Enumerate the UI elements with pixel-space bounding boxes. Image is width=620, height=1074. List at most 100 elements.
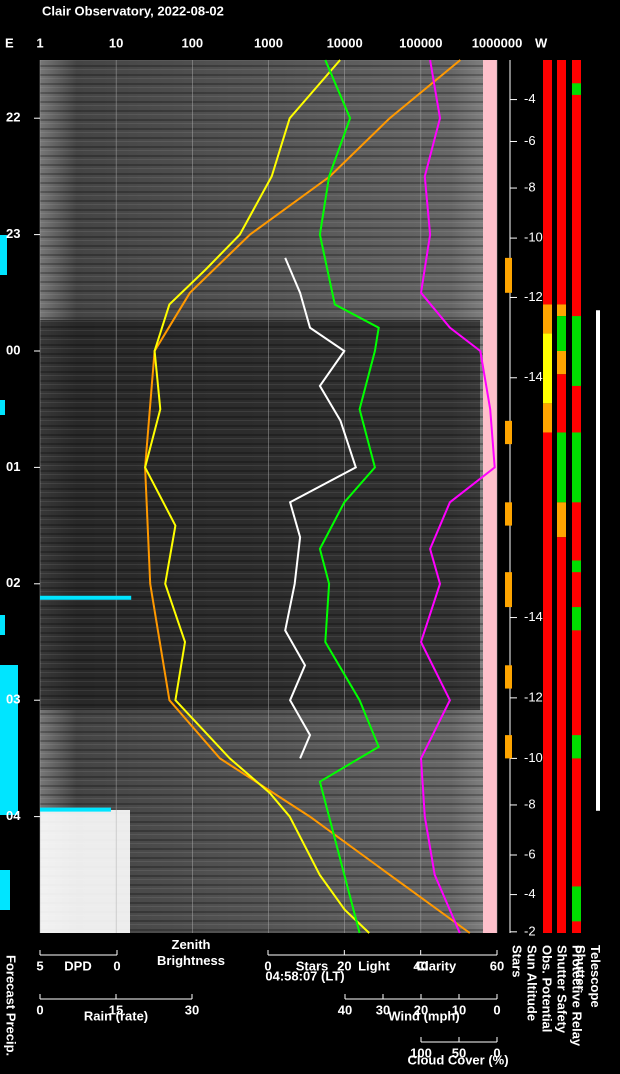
y-tick-label: 01	[6, 459, 20, 474]
status-segment	[572, 735, 581, 759]
forecast-precip	[0, 615, 5, 635]
sun-tick-label: -8	[524, 796, 536, 811]
status-segment	[557, 304, 566, 317]
forecast-precip	[0, 665, 18, 815]
status-segment	[557, 351, 566, 375]
status-segment	[572, 560, 581, 573]
status-segment	[505, 572, 512, 608]
zenith-label-line: Zenith	[172, 937, 211, 952]
scale-label: Clarity	[416, 958, 457, 973]
status-segment	[572, 886, 581, 922]
status-segment	[557, 60, 566, 305]
sun-tick-label: -4	[524, 886, 536, 901]
rain-bar	[40, 595, 132, 600]
forecast-precip	[0, 235, 7, 275]
scale-tick-label: 0	[493, 1045, 500, 1060]
status-segment	[557, 316, 566, 351]
pink-edge	[483, 60, 497, 933]
sun-tick-label: -10	[524, 750, 543, 765]
column-label: Shutter Safety	[555, 945, 570, 1034]
column-label-line: Telescope	[588, 945, 603, 1008]
series-line	[284, 257, 358, 759]
series-line	[144, 59, 370, 934]
y-tick-label: 03	[6, 692, 20, 707]
scale-label: Light	[358, 958, 390, 973]
status-segment	[543, 403, 552, 433]
status-segment	[557, 432, 566, 503]
status-segment	[543, 304, 552, 334]
forecast-precip	[0, 870, 10, 910]
sun-tick-label: -14	[524, 369, 543, 384]
chart-title: Clair Observatory, 2022-08-02	[42, 3, 224, 18]
sun-tick-label: -8	[524, 179, 536, 194]
dpd-label: DPD	[64, 958, 91, 973]
zenith-label: Zenith Brightness	[157, 937, 225, 968]
scale-tick-label: 0	[264, 958, 271, 973]
status-segment	[543, 333, 552, 404]
column-label: Protective Relay	[570, 945, 585, 1047]
status-segment	[505, 257, 512, 293]
scale-tick-label: 30	[185, 1002, 199, 1017]
status-segment	[572, 432, 581, 503]
sun-tick-label: -12	[524, 289, 543, 304]
status-segment	[505, 420, 512, 445]
column-label: Sun Altitude	[525, 945, 540, 1021]
rain-bar	[40, 807, 111, 812]
y-tick-label: 22	[6, 110, 20, 125]
scale-tick-label: 100	[410, 1045, 432, 1060]
status-segment	[572, 607, 581, 631]
column-label-line: Shutter	[573, 945, 588, 991]
scale-label: Stars	[296, 958, 329, 973]
scale-tick-label: 0	[493, 1002, 500, 1017]
glare	[40, 810, 130, 933]
scale-tick-label: 0	[113, 958, 120, 973]
status-segment	[543, 432, 552, 933]
status-segment	[557, 374, 566, 433]
x-tick-label: 1000000	[472, 35, 523, 50]
x-tick-label: 100	[181, 35, 203, 50]
status-segment	[572, 83, 581, 95]
rain-label: Rain (rate)	[84, 1008, 148, 1023]
scale-tick-label: 40	[413, 958, 427, 973]
y-tick-label: 04	[6, 808, 21, 823]
series-line	[419, 59, 496, 934]
series-line	[318, 59, 380, 934]
time-label: 04:58:07 (LT)	[265, 968, 344, 983]
scale-tick-label: 40	[338, 1002, 352, 1017]
column-label: Obs. Potential	[540, 945, 555, 1032]
status-segment	[596, 310, 600, 811]
y-tick-label: 02	[6, 575, 20, 590]
west-label: W	[535, 35, 548, 50]
scale-tick-label: 20	[337, 958, 351, 973]
status-segment	[572, 316, 581, 386]
east-label: E	[5, 35, 14, 50]
sun-tick-label: -4	[524, 91, 536, 106]
x-tick-label: 10	[109, 35, 123, 50]
sun-tick-label: -2	[524, 923, 536, 938]
status-segment	[505, 502, 512, 526]
forecast-label: Forecast Precip.	[4, 955, 19, 1056]
cloud-label: Cloud Cover (%)	[407, 1052, 508, 1067]
scale-tick-label: 15	[109, 1002, 123, 1017]
sun-tick-label: -10	[524, 230, 543, 245]
status-segment	[505, 665, 512, 689]
scale-tick-label: 10	[452, 1002, 466, 1017]
column-label: Stars	[510, 945, 525, 978]
status-segment	[505, 735, 512, 759]
status-segment	[543, 60, 552, 305]
sun-tick-label: -14	[524, 609, 543, 624]
wind-label: Wind (mph)	[388, 1008, 459, 1023]
scale-tick-label: 0	[36, 1002, 43, 1017]
x-tick-label: 1000	[254, 35, 283, 50]
y-tick-label: 00	[6, 342, 20, 357]
scale-tick-label: 50	[452, 1045, 466, 1060]
scale-tick-label: 5	[36, 958, 43, 973]
sun-tick-label: -6	[524, 133, 536, 148]
column-label: TelescopeShutter	[573, 945, 603, 1008]
sun-tick-label: -12	[524, 689, 543, 704]
x-tick-label: 100000	[399, 35, 442, 50]
scale-tick-label: 30	[376, 1002, 390, 1017]
status-segment	[557, 537, 566, 933]
y-tick-label: 23	[6, 226, 20, 241]
